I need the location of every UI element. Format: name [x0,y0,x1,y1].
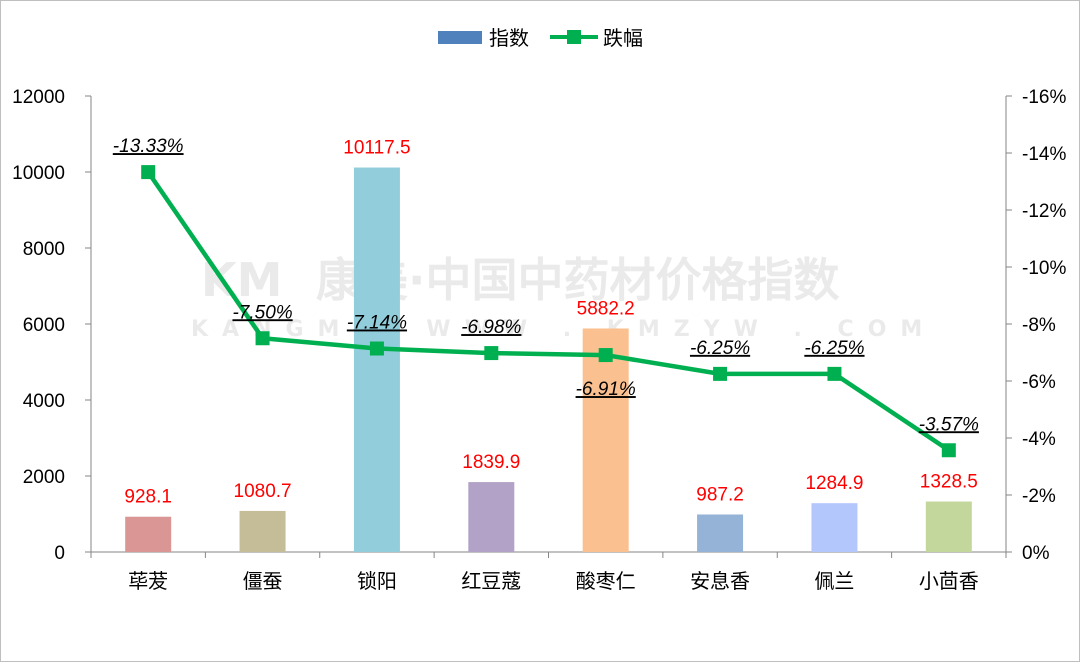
left-tick-label: 4000 [23,391,65,412]
right-tick-label: 0% [1022,543,1050,564]
left-tick-label: 10000 [12,163,65,184]
bar [811,503,858,552]
watermark-logo-text: KM [201,253,282,307]
left-tick-label: 12000 [12,87,65,108]
right-tick-label: -10% [1022,258,1066,279]
line-marker [141,165,156,180]
line-value-label: -7.50% [232,302,292,323]
bar [353,167,400,552]
bar-value-label: 1284.9 [805,473,863,494]
line-value-label: -7.14% [347,313,407,334]
category-label: 荜茇 [128,569,168,593]
line-value-label: -6.25% [690,338,750,359]
line-value-label: -6.98% [461,317,521,338]
watermark-cn: 康美·中国中药材价格指数 [316,253,839,307]
right-tick-label: -8% [1022,315,1056,336]
bar [468,482,515,552]
bar [925,501,972,552]
bar-series [125,167,972,552]
line-marker [941,443,956,458]
bar-value-label: 1328.5 [920,472,978,493]
line-path [146,170,951,453]
right-tick-label: -16% [1022,87,1066,108]
line-marker [255,331,270,346]
legend: 指数 跌幅 [438,26,643,50]
bar [239,510,286,552]
legend-swatch-bar [438,31,482,44]
right-tick-label: -12% [1022,201,1066,222]
line-value-label: -13.33% [113,136,184,157]
bar [582,328,629,552]
line-marker [598,348,613,363]
bar-value-labels: 928.1 1080.7 10117.5 1839.9 5882.2 987.2 1284.… [124,138,977,508]
bar-value-label: 1080.7 [234,481,292,502]
line-marker [484,346,499,361]
bar [125,516,172,552]
legend-label-line: 跌幅 [603,26,643,50]
line-series [141,165,956,458]
category-label: 酸枣仁 [576,569,636,593]
watermark-en: KANGMEI WWW . KMZYW . COM [191,317,936,342]
category-labels: 荜茇 僵蚕 锁阳 红豆蔻 酸枣仁 安息香 佩兰 小茴香 [128,569,979,593]
category-label: 锁阳 [357,569,397,593]
category-label: 红豆蔻 [461,569,521,593]
bar-value-label: 5882.2 [577,298,635,319]
bar-value-label: 987.2 [696,484,744,505]
category-label: 安息香 [690,569,750,593]
legend-label-bar: 指数 [489,26,529,50]
bar-value-label: 928.1 [124,487,172,508]
right-tick-label: -6% [1022,372,1056,393]
right-tick-label: -14% [1022,144,1066,165]
left-tick-label: 8000 [23,239,65,260]
bar-value-label: 10117.5 [343,138,410,159]
line-value-label: -6.25% [804,338,864,359]
right-tick-label: -2% [1022,486,1056,507]
legend-swatch-marker [567,30,581,44]
left-tick-label: 2000 [23,467,65,488]
left-tick-label: 6000 [23,315,65,336]
line-value-label: -3.57% [919,414,979,435]
category-label: 僵蚕 [243,569,283,593]
line-marker [369,341,384,356]
line-marker [827,366,842,381]
line-marker [713,366,728,381]
line-value-label: -6.91% [576,379,636,400]
bar [697,514,744,552]
left-tick-label: 0 [54,543,65,564]
right-tick-label: -4% [1022,429,1056,450]
category-label: 佩兰 [814,569,854,593]
category-label: 小茴香 [919,569,979,593]
bar-value-label: 1839.9 [462,452,520,473]
axes: 0 2000 4000 6000 8000 10000 12000 0% -2% -4% -6% -8… [12,87,1066,564]
line-value-labels: -13.33% -7.50% -7.14% -6.98% -6.91% -6.25% -6.… [113,136,979,435]
watermark: KM 康美·中国中药材价格指数 KANGMEI WWW . KMZYW . CO… [191,253,936,342]
